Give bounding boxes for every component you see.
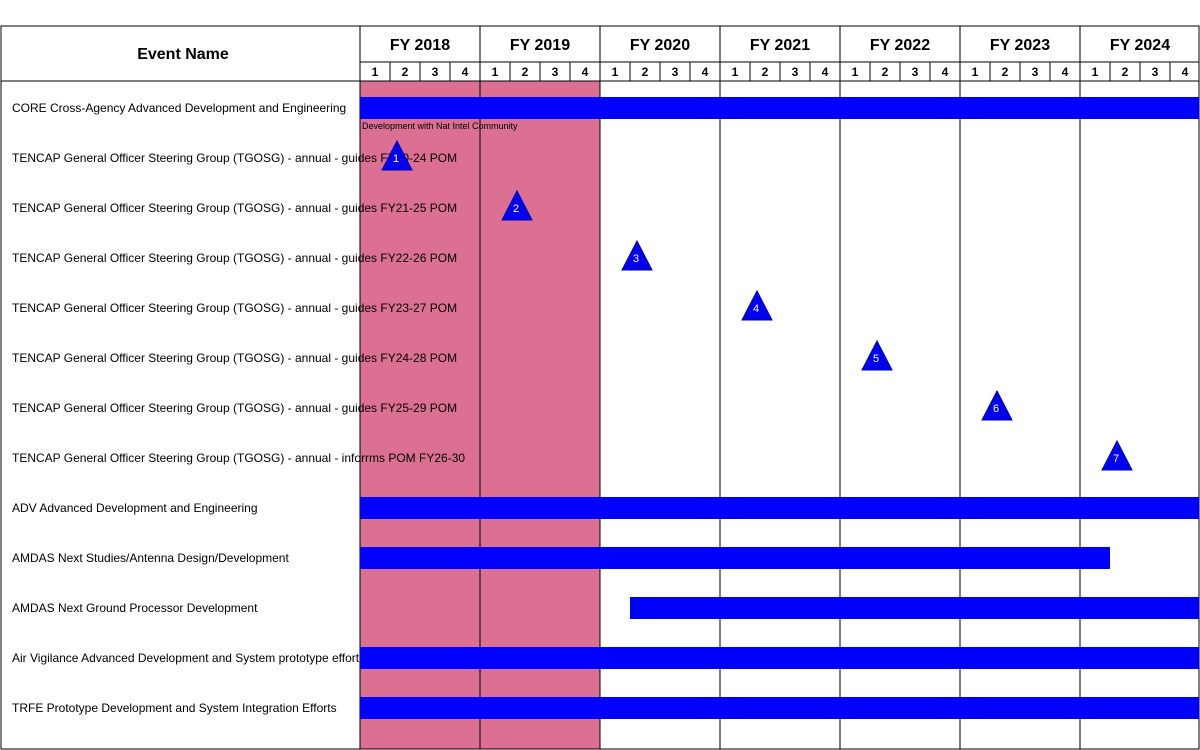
milestone-triangle [381, 139, 413, 171]
event-name-label: TRFE Prototype Development and System In… [12, 701, 337, 715]
fiscal-year-label: FY 2024 [1110, 37, 1170, 54]
milestone-number: 3 [633, 253, 639, 265]
quarter-label: 3 [552, 65, 559, 79]
quarter-label: 1 [1092, 65, 1099, 79]
quarter-label: 2 [1122, 65, 1129, 79]
quarter-label: 3 [1032, 65, 1039, 79]
event-name-label: TENCAP General Officer Steering Group (T… [12, 201, 457, 215]
milestone-number: 6 [993, 403, 999, 415]
event-name-label: AMDAS Next Ground Processor Development [12, 601, 258, 615]
quarter-label: 2 [882, 65, 889, 79]
event-name-label: TENCAP General Officer Steering Group (T… [12, 401, 457, 415]
event-name-label: TENCAP General Officer Steering Group (T… [12, 251, 457, 265]
quarter-label: 2 [762, 65, 769, 79]
event-name-label: TENCAP General Officer Steering Group (T… [12, 451, 465, 465]
quarter-label: 1 [612, 65, 619, 79]
event-name-header: Event Name [137, 46, 229, 63]
quarter-label: 4 [702, 65, 709, 79]
fiscal-year-label: FY 2022 [870, 37, 930, 54]
quarter-label: 1 [852, 65, 859, 79]
quarter-label: 4 [462, 65, 469, 79]
event-name-label: ADV Advanced Development and Engineering [12, 501, 258, 515]
quarter-label: 2 [1002, 65, 1009, 79]
quarter-label: 4 [1182, 65, 1189, 79]
event-bar [360, 97, 1199, 119]
quarter-label: 4 [822, 65, 829, 79]
quarter-label: 2 [642, 65, 649, 79]
milestone-number: 2 [513, 203, 519, 215]
quarter-label: 2 [522, 65, 529, 79]
event-bar [630, 597, 1199, 619]
fiscal-year-label: FY 2023 [990, 37, 1050, 54]
milestone-number: 5 [873, 353, 879, 365]
milestone-triangle [501, 189, 533, 221]
quarter-label: 3 [432, 65, 439, 79]
quarter-label: 3 [912, 65, 919, 79]
milestone-number: 1 [393, 153, 399, 165]
fiscal-year-label: FY 2019 [510, 37, 570, 54]
event-name-label: AMDAS Next Studies/Antenna Design/Develo… [12, 551, 289, 565]
milestone-triangle [981, 389, 1013, 421]
bar-annotation: Development with Nat Intel Community [362, 121, 518, 131]
event-bar [360, 547, 1110, 569]
event-name-label: Air Vigilance Advanced Development and S… [12, 651, 365, 665]
quarter-label: 3 [792, 65, 799, 79]
event-bar [360, 697, 1199, 719]
event-bar [360, 497, 1199, 519]
quarter-label: 1 [732, 65, 739, 79]
event-name-label: TENCAP General Officer Steering Group (T… [12, 301, 457, 315]
fiscal-year-label: FY 2020 [630, 37, 690, 54]
event-bar [360, 647, 1199, 669]
event-name-label: CORE Cross-Agency Advanced Development a… [12, 101, 346, 115]
milestone-triangle [1101, 439, 1133, 471]
quarter-label: 2 [402, 65, 409, 79]
quarter-label: 4 [1062, 65, 1069, 79]
milestone-triangle [741, 289, 773, 321]
quarter-label: 4 [582, 65, 589, 79]
fiscal-year-label: FY 2018 [390, 37, 450, 54]
milestone-number: 7 [1113, 453, 1119, 465]
quarter-label: 3 [1152, 65, 1159, 79]
milestone-number: 4 [753, 303, 759, 315]
milestone-triangle [861, 339, 893, 371]
quarter-label: 3 [672, 65, 679, 79]
event-name-label: TENCAP General Officer Steering Group (T… [12, 351, 457, 365]
event-name-label: TENCAP General Officer Steering Group (T… [12, 151, 457, 165]
quarter-label: 1 [492, 65, 499, 79]
fiscal-year-label: FY 2021 [750, 37, 810, 54]
quarter-label: 4 [942, 65, 949, 79]
milestone-triangle [621, 239, 653, 271]
quarter-label: 1 [972, 65, 979, 79]
quarter-label: 1 [372, 65, 379, 79]
